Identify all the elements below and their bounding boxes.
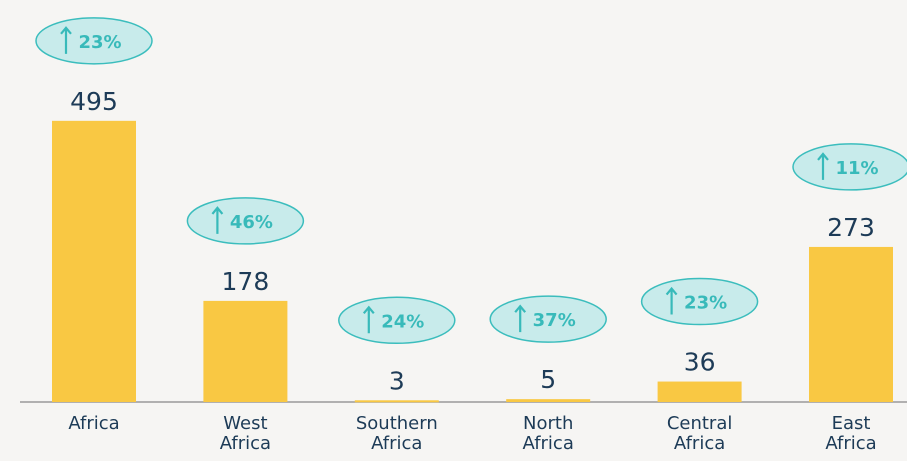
- growth-label: 46%: [230, 212, 273, 233]
- value-label: 273: [827, 213, 875, 242]
- bar: [809, 246, 893, 402]
- value-label: 36: [684, 348, 716, 377]
- x-tick-label: Southern Africa: [356, 413, 438, 454]
- bar: [52, 120, 136, 402]
- value-label: 5: [540, 365, 556, 394]
- x-tick-label: Central Africa: [667, 413, 733, 454]
- bar: [657, 381, 742, 402]
- bar: [354, 400, 439, 403]
- growth-label: 23%: [78, 32, 121, 53]
- value-label: 178: [222, 267, 270, 296]
- growth-label: 24%: [381, 311, 424, 332]
- growth-label: 11%: [835, 158, 878, 179]
- x-tick-label: East Africa: [825, 413, 876, 454]
- up-arrow: [817, 152, 829, 180]
- value-label: 495: [70, 87, 118, 116]
- up-arrow: [665, 286, 678, 315]
- value-label: 3: [389, 366, 405, 395]
- growth-label: 23%: [684, 293, 727, 314]
- up-arrow: [60, 26, 72, 54]
- up-arrow: [362, 305, 375, 334]
- x-tick-label: West Africa: [220, 413, 271, 454]
- x-tick-label: North Africa: [523, 413, 574, 454]
- x-tick-label: Africa: [68, 413, 119, 434]
- up-arrow: [211, 206, 224, 234]
- up-arrow: [514, 304, 527, 333]
- bar: [203, 300, 288, 402]
- bar: [506, 399, 591, 402]
- growth-label: 37%: [533, 310, 576, 331]
